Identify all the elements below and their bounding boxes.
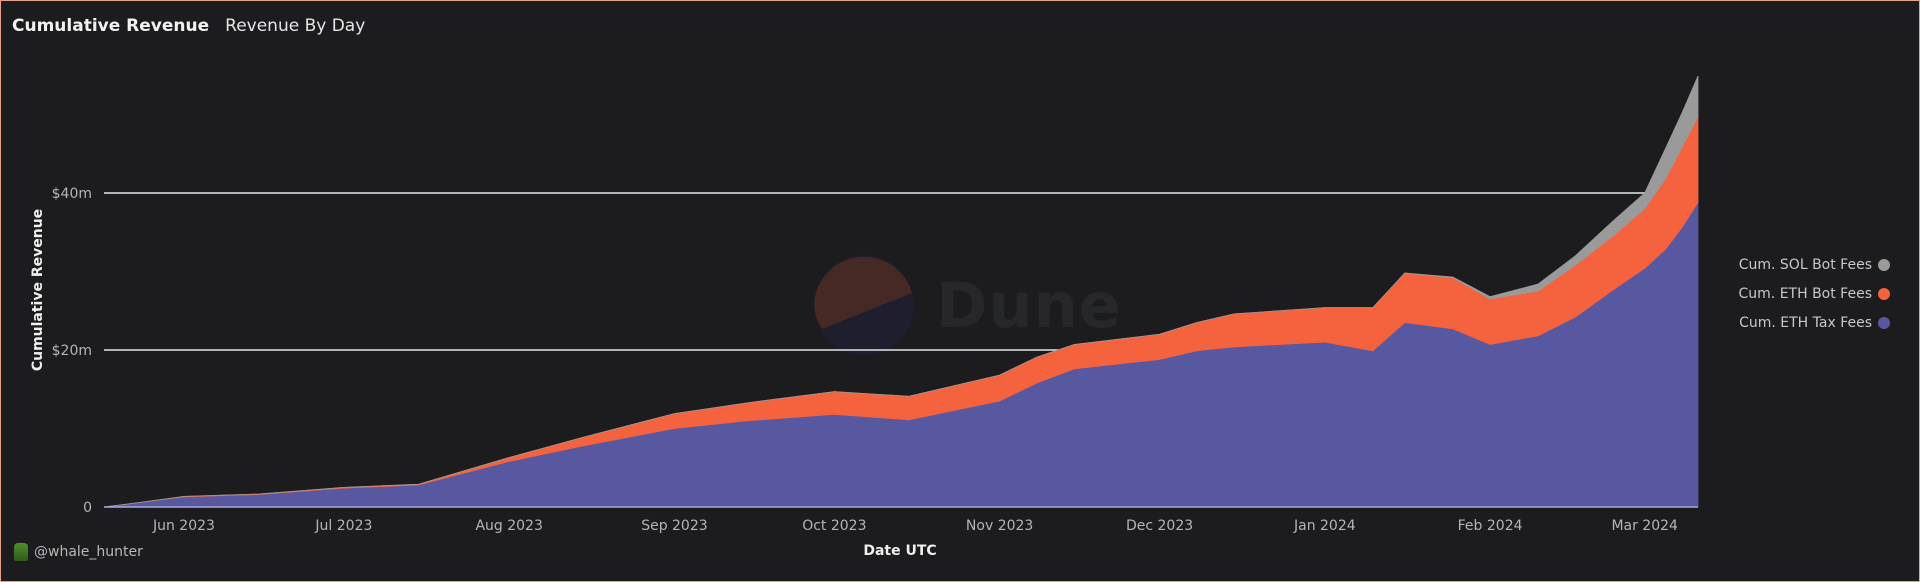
x-tick-label: Sep 2023 <box>641 518 707 534</box>
y-axis-label: Cumulative Revenue <box>30 209 46 371</box>
x-tick-label: Jul 2023 <box>314 518 372 534</box>
dune-watermark-text: Dune <box>936 268 1122 342</box>
chart-tabs: Cumulative Revenue Revenue By Day <box>12 16 365 36</box>
legend-dot-icon <box>1878 258 1890 271</box>
legend-label: Cum. SOL Bot Fees <box>1738 256 1872 273</box>
legend-dot-icon <box>1878 316 1890 329</box>
y-tick-label: $20m <box>52 343 92 359</box>
legend-label: Cum. ETH Tax Fees <box>1739 314 1872 331</box>
author-credit[interactable]: @whale_hunter <box>14 543 143 561</box>
tab-revenue-by-day[interactable]: Revenue By Day <box>225 16 366 36</box>
x-tick-label: Dec 2023 <box>1126 518 1193 534</box>
legend-item-eth-bot-fees[interactable]: Cum. ETH Bot Fees <box>1690 279 1890 308</box>
x-tick-label: Oct 2023 <box>802 518 866 534</box>
author-avatar-icon <box>14 543 28 561</box>
legend-dot-icon <box>1878 287 1890 300</box>
legend-item-sol-bot-fees[interactable]: Cum. SOL Bot Fees <box>1690 250 1890 279</box>
dune-watermark: Dune <box>814 255 1122 355</box>
author-handle: @whale_hunter <box>34 544 143 560</box>
area-cum-sol-bot-fees[interactable] <box>103 75 1699 508</box>
x-tick-label: Aug 2023 <box>475 518 542 534</box>
legend: Cum. SOL Bot Fees Cum. ETH Bot Fees Cum.… <box>1690 250 1890 337</box>
x-tick-label: Jun 2023 <box>152 518 215 534</box>
x-axis-label: Date UTC <box>863 543 936 559</box>
x-tick-label: Nov 2023 <box>966 518 1033 534</box>
dune-logo-icon <box>814 255 914 355</box>
tab-cumulative-revenue[interactable]: Cumulative Revenue <box>12 16 210 36</box>
x-tick-label: Mar 2024 <box>1611 518 1678 534</box>
x-tick-label: Feb 2024 <box>1458 518 1523 534</box>
legend-item-eth-tax-fees[interactable]: Cum. ETH Tax Fees <box>1690 308 1890 337</box>
x-tick-label: Jan 2024 <box>1293 518 1356 534</box>
area-cum-eth-tax-fees[interactable] <box>103 201 1699 508</box>
y-tick-label: 0 <box>83 500 92 516</box>
legend-label: Cum. ETH Bot Fees <box>1738 285 1872 302</box>
y-tick-label: $40m <box>52 186 92 202</box>
